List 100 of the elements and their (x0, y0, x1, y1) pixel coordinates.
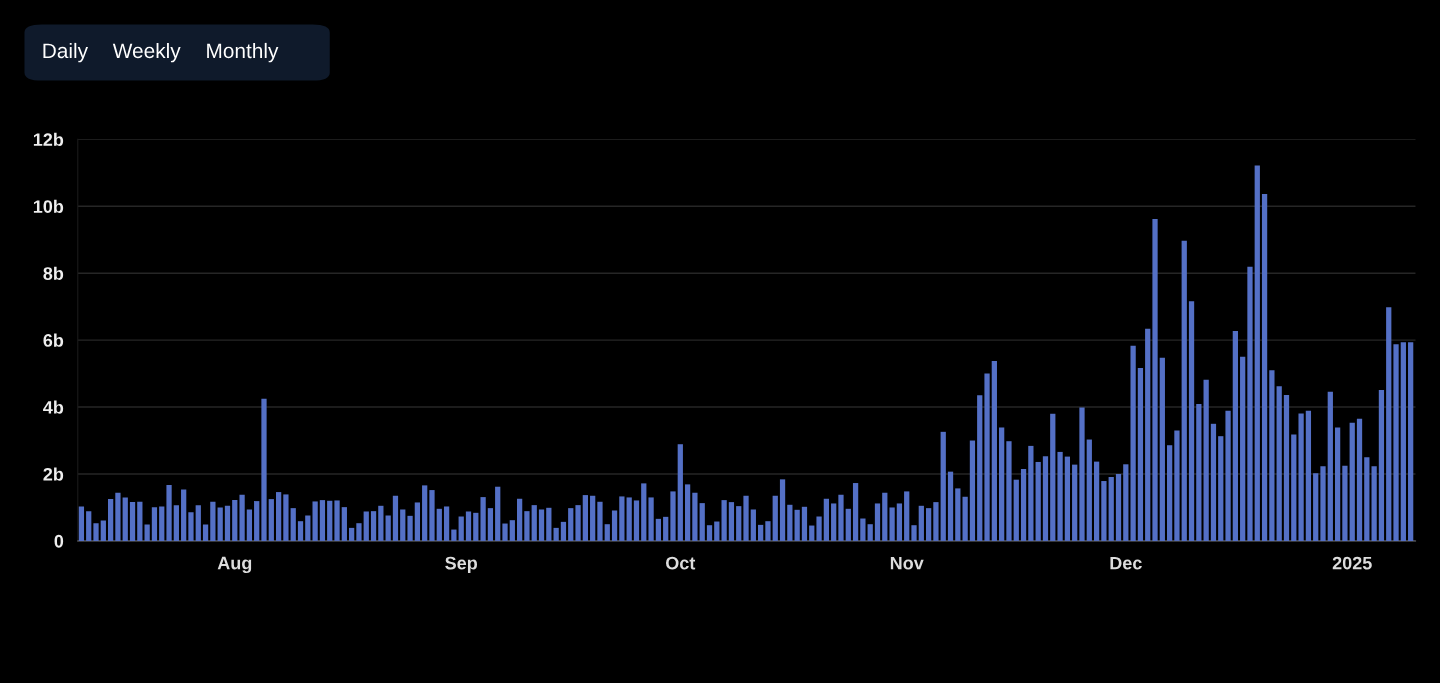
bar (429, 490, 435, 541)
bar (546, 507, 552, 541)
x-tick-label: Dec (1110, 556, 1142, 570)
bar (794, 509, 800, 541)
bar (575, 505, 581, 541)
bar (254, 501, 260, 541)
bar (641, 483, 647, 541)
bar (597, 501, 603, 541)
bar (400, 509, 406, 541)
bar (1334, 427, 1341, 541)
bar (1115, 474, 1122, 541)
bar (78, 506, 85, 541)
bar (1130, 345, 1136, 541)
bar (969, 440, 976, 541)
bar (1196, 404, 1202, 541)
bar (728, 502, 735, 541)
bar (137, 501, 143, 541)
bar (852, 483, 859, 541)
bar (1072, 464, 1078, 541)
bar (1364, 457, 1370, 541)
bar (1254, 165, 1260, 541)
bar (736, 506, 742, 541)
bar (633, 500, 640, 541)
bar (823, 498, 829, 541)
bar (261, 398, 267, 541)
bar (1152, 218, 1158, 541)
x-tick-label: Oct (665, 556, 696, 570)
bar (1232, 331, 1238, 541)
bar (626, 497, 632, 541)
bar (1093, 461, 1100, 541)
bar (524, 511, 530, 541)
bar (553, 527, 559, 541)
bar (122, 497, 128, 541)
bar (568, 508, 574, 541)
text: Daily (43, 42, 89, 63)
bar (93, 523, 99, 541)
bar (962, 496, 968, 541)
bar (188, 512, 194, 541)
bar (882, 492, 888, 541)
y-tick-label: 6b (43, 333, 64, 347)
bar (1283, 395, 1290, 541)
bar (1086, 439, 1092, 541)
x-tick-label: Nov (890, 556, 924, 570)
bar (1327, 391, 1333, 541)
bar (560, 521, 567, 541)
bar (159, 506, 165, 541)
bar (889, 507, 895, 541)
bar (1291, 434, 1297, 541)
bar (1225, 410, 1231, 541)
bar (210, 501, 216, 541)
bar (809, 525, 815, 541)
bar (144, 524, 150, 541)
bar (1013, 479, 1019, 541)
bar (838, 494, 844, 541)
bar (765, 521, 771, 541)
bar (655, 518, 662, 541)
bar (232, 500, 238, 541)
bar (1342, 465, 1348, 541)
bar (677, 444, 683, 541)
bar (1028, 445, 1034, 541)
text: Monthly (207, 42, 279, 63)
bar (1408, 342, 1414, 541)
bar (458, 516, 464, 541)
bar (670, 491, 676, 541)
bar (385, 515, 391, 541)
y-tick-label: 4b (43, 400, 64, 414)
bar (509, 520, 515, 541)
bar (984, 373, 990, 541)
bar (947, 471, 954, 541)
bar (911, 525, 917, 541)
bar (334, 500, 340, 541)
bar (473, 512, 479, 541)
bar (1320, 466, 1326, 541)
bar (619, 496, 625, 541)
bar (1101, 481, 1107, 541)
bar (407, 515, 413, 541)
bar (977, 395, 983, 541)
bar (349, 527, 355, 541)
bar (268, 499, 274, 541)
bar (275, 492, 282, 541)
bar (1181, 240, 1187, 541)
bar (1269, 370, 1275, 541)
y-tick-label: 8b (43, 266, 64, 280)
bar (787, 504, 793, 541)
bar (341, 507, 347, 541)
bar (378, 505, 384, 541)
bar (1108, 477, 1114, 541)
bar (999, 427, 1005, 541)
bar (283, 494, 289, 541)
bar (202, 524, 209, 541)
bar (195, 505, 201, 541)
bar (356, 523, 362, 541)
bar (772, 495, 778, 541)
bar (495, 486, 501, 541)
x-tick-label: Aug (217, 556, 252, 574)
bar (940, 431, 946, 541)
bar (290, 508, 296, 541)
y-tick-label: 10b (33, 199, 64, 213)
bar (319, 500, 326, 541)
bar (1313, 473, 1319, 541)
